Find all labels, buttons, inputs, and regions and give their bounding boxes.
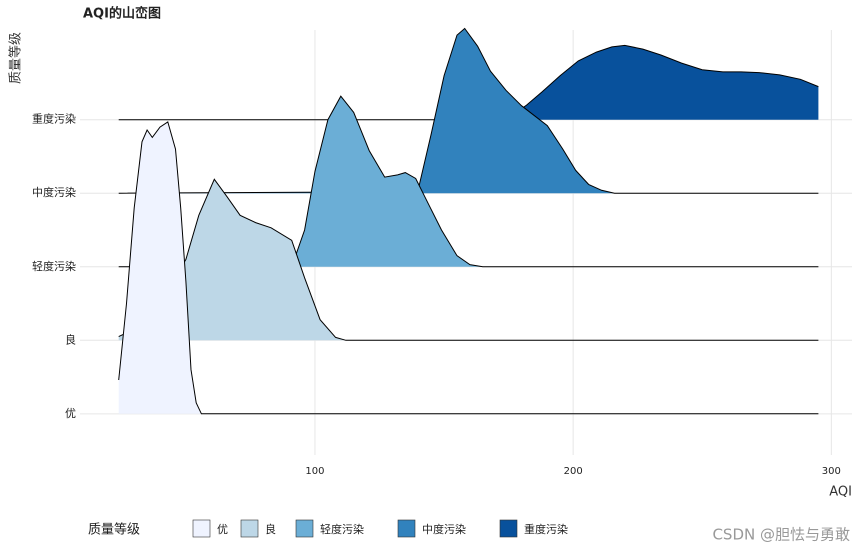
y-tick-label: 轻度污染 bbox=[32, 259, 76, 273]
legend-label: 良 bbox=[265, 522, 276, 536]
y-axis-title: 质量等级 bbox=[8, 32, 24, 84]
legend-swatch bbox=[499, 519, 518, 538]
ridge-area bbox=[118, 28, 819, 194]
legend-swatch bbox=[295, 519, 314, 538]
ridge-area bbox=[118, 179, 819, 341]
ridge-line bbox=[118, 44, 819, 121]
ridge-area bbox=[118, 121, 819, 414]
y-tick-label: 中度污染 bbox=[32, 185, 76, 199]
legend-title: 质量等级 bbox=[88, 522, 140, 538]
legend-label: 优 bbox=[217, 523, 228, 536]
legend-swatch bbox=[240, 519, 259, 538]
chart-title: AQI的山峦图 bbox=[83, 6, 161, 22]
legend-label: 中度污染 bbox=[422, 522, 466, 536]
y-tick-label: 良 bbox=[65, 332, 76, 346]
watermark: CSDN @胆怯与勇敢 bbox=[712, 526, 850, 544]
ridge-line bbox=[118, 27, 819, 194]
ridge-area bbox=[118, 45, 819, 120]
x-tick-label: 300 bbox=[822, 466, 841, 477]
x-tick-label: 200 bbox=[564, 466, 583, 477]
legend-swatch bbox=[397, 519, 416, 538]
y-tick-label: 重度污染 bbox=[32, 112, 76, 126]
ridge-line bbox=[118, 121, 819, 415]
x-tick-label: 100 bbox=[305, 466, 324, 477]
legend-label: 轻度污染 bbox=[320, 522, 364, 536]
y-tick-label: 优 bbox=[65, 407, 76, 420]
x-axis-title: AQI bbox=[829, 485, 852, 500]
ridge-line bbox=[118, 95, 819, 268]
legend-swatch bbox=[192, 519, 211, 538]
legend-label: 重度污染 bbox=[524, 522, 568, 536]
